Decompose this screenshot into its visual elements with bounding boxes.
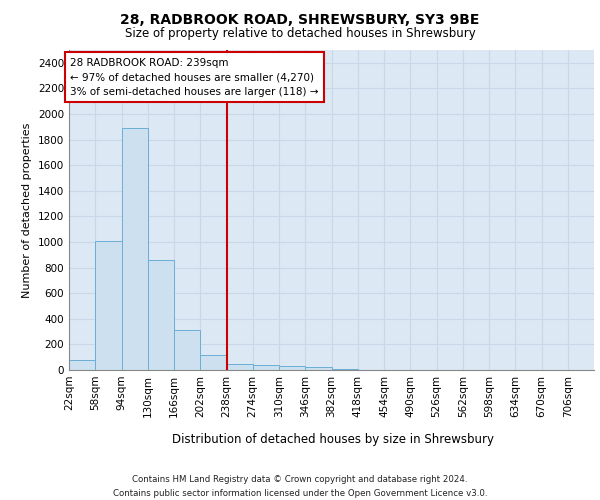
Bar xyxy=(121,128,148,370)
Text: 28, RADBROOK ROAD, SHREWSBURY, SY3 9BE: 28, RADBROOK ROAD, SHREWSBURY, SY3 9BE xyxy=(121,12,479,26)
Text: Size of property relative to detached houses in Shrewsbury: Size of property relative to detached ho… xyxy=(125,28,475,40)
Bar xyxy=(174,330,200,370)
Y-axis label: Number of detached properties: Number of detached properties xyxy=(22,122,32,298)
Bar xyxy=(69,360,95,370)
Bar xyxy=(200,354,227,370)
Bar xyxy=(253,365,279,370)
Text: Distribution of detached houses by size in Shrewsbury: Distribution of detached houses by size … xyxy=(172,432,494,446)
Bar xyxy=(148,260,174,370)
Text: 28 RADBROOK ROAD: 239sqm
← 97% of detached houses are smaller (4,270)
3% of semi: 28 RADBROOK ROAD: 239sqm ← 97% of detach… xyxy=(70,58,319,98)
Bar xyxy=(227,364,253,370)
Bar xyxy=(95,240,121,370)
Text: Contains HM Land Registry data © Crown copyright and database right 2024.
Contai: Contains HM Land Registry data © Crown c… xyxy=(113,476,487,498)
Bar xyxy=(279,366,305,370)
Bar xyxy=(305,368,331,370)
